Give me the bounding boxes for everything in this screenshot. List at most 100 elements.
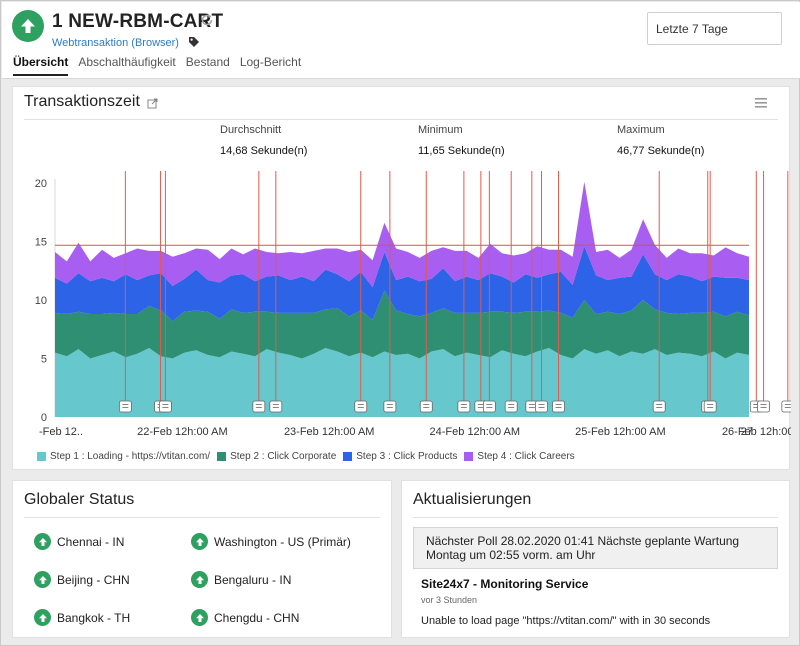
legend-label: Step 1 : Loading - https://vtitan.com/ [50, 451, 211, 462]
x-tick-label: 26-Feb 12h:00 AM [722, 426, 791, 438]
stat-value: 11,65 Sekunde(n) [418, 145, 505, 157]
poll-text: Nächster Poll 28.02.2020 01:41 Nächste g… [426, 534, 740, 548]
legend-item[interactable]: Step 3 : Click Products [343, 451, 457, 462]
x-tick-label: 24-Feb 12h:00 AM [430, 426, 521, 438]
tab-bar: Übersicht Abschalthäufigkeit Bestand Log… [13, 55, 311, 76]
location-name: Beijing - CHN [57, 572, 130, 587]
chart-legend: Step 1 : Loading - https://vtitan.com/ S… [37, 451, 582, 462]
legend-label: Step 2 : Click Corporate [230, 451, 337, 462]
refresh-icon[interactable] [200, 13, 214, 32]
arrow-up-icon [191, 609, 208, 626]
monitor-header: 1 NEW-RBM-CART Webtransaktion (Browser) … [2, 2, 800, 79]
series-area-4 [55, 181, 749, 288]
comment-icon [354, 400, 368, 413]
x-tick-label: 23-Feb 12h:00 AM [284, 426, 375, 438]
y-tick-label: 0 [41, 412, 47, 424]
legend-label: Step 3 : Click Products [356, 451, 458, 462]
location-status[interactable]: Washington - US (Primär) [191, 533, 351, 550]
stat-label: Maximum [617, 124, 665, 136]
location-name: Bengaluru - IN [214, 572, 292, 587]
transaction-time-card: Transaktionszeit Durchschnitt 14,68 Seku… [12, 86, 791, 470]
hamburger-menu-icon[interactable] [755, 95, 767, 113]
comment-icon [781, 400, 791, 413]
service-timestamp: vor 3 Stunden [421, 595, 478, 605]
location-status[interactable]: Chennai - IN [34, 533, 124, 550]
series-area-1 [55, 348, 749, 417]
monitor-type-link[interactable]: Webtransaktion (Browser) [52, 37, 179, 49]
location-status[interactable]: Bangkok - TH [34, 609, 130, 626]
comment-icon [269, 400, 283, 413]
card-title: Aktualisierungen [413, 491, 532, 508]
card-title: Globaler Status [24, 491, 135, 508]
stat-minimum: Minimum 11,65 Sekunde(n) [418, 124, 505, 157]
x-tick-label: 27 [741, 426, 753, 438]
comment-icon [457, 400, 471, 413]
legend-item[interactable]: Step 4 : Click Careers [464, 451, 575, 462]
divider [24, 119, 778, 120]
location-status[interactable]: Chengdu - CHN [191, 609, 299, 626]
status-up-indicator [12, 10, 44, 42]
comment-icon [757, 400, 770, 413]
arrow-up-icon [34, 571, 51, 588]
stat-maximum: Maximum 46,77 Sekunde(n) [617, 124, 704, 157]
updates-card: Aktualisierungen Nächster Poll 28.02.202… [401, 480, 790, 638]
y-tick-label: 20 [35, 178, 47, 190]
divider [24, 517, 380, 518]
series-area-3 [55, 246, 749, 322]
legend-swatch [464, 452, 474, 461]
comment-icon [552, 400, 565, 413]
stat-value: 46,77 Sekunde(n) [617, 145, 705, 157]
comment-icon [159, 400, 172, 413]
x-tick-label: 22-Feb 12h:00 AM [137, 426, 228, 438]
tab-inventory[interactable]: Bestand [185, 55, 230, 69]
monitor-title: 1 NEW-RBM-CART [52, 11, 224, 32]
arrow-up-icon [34, 609, 51, 626]
comment-icon [482, 400, 496, 413]
date-range-select[interactable]: Letzte 7 Tage [647, 12, 782, 45]
location-name: Chengdu - CHN [214, 610, 300, 625]
legend-item[interactable]: Step 2 : Click Corporate [217, 451, 336, 462]
tab-log-report[interactable]: Log-Bericht [239, 55, 302, 69]
transaction-time-chart: 0 5 10 15 20 -Feb 12.. 22-Feb 12h:00 AM 23-Feb … [35, 171, 791, 438]
tab-outage-frequency[interactable]: Abschalthäufigkeit [78, 55, 176, 69]
legend-swatch [343, 452, 353, 461]
comment-icon [504, 400, 518, 413]
x-tick-label: 25-Feb 12h:00 AM [575, 426, 666, 438]
location-name: Chennai - IN [57, 534, 125, 549]
location-status[interactable]: Beijing - CHN [34, 571, 130, 588]
y-tick-label: 10 [35, 295, 47, 307]
location-status[interactable]: Bengaluru - IN [191, 571, 291, 588]
comment-icon [252, 400, 266, 413]
divider [413, 517, 778, 518]
comment-icon [652, 400, 666, 413]
legend-label: Step 4 : Click Careers [477, 451, 575, 462]
y-tick-label: 5 [41, 354, 47, 366]
legend-swatch [217, 452, 227, 461]
legend-swatch [37, 452, 46, 461]
global-status-card: Globaler Status Chennai - IN Washington … [12, 480, 392, 638]
arrow-up-icon [191, 571, 208, 588]
stat-label: Minimum [418, 124, 463, 136]
stat-value: 14,68 Sekunde(n) [220, 145, 308, 157]
stat-average: Durchschnitt 14,68 Sekunde(n) [220, 124, 307, 157]
comment-icon [419, 400, 433, 413]
location-name: Bangkok - TH [57, 610, 131, 625]
tab-overview[interactable]: Übersicht [13, 55, 69, 76]
series-area-2 [55, 290, 749, 359]
service-name: Site24x7 - Monitoring Service [421, 577, 589, 591]
maintenance-text: Montag um 02:55 vorm. am Uhr [426, 548, 596, 562]
service-message: Unable to load page "https://vtitan.com/… [421, 615, 711, 627]
arrow-up-icon [21, 19, 35, 33]
arrow-up-icon [34, 533, 51, 550]
external-link-icon[interactable] [147, 96, 158, 114]
legend-item[interactable]: Step 1 : Loading - https://vtitan.com/ [37, 451, 210, 462]
arrow-up-icon [191, 533, 208, 550]
tag-icon[interactable] [188, 35, 200, 53]
location-name: Washington - US (Primär) [214, 534, 351, 549]
comment-icon [535, 400, 548, 413]
comment-icon [383, 400, 397, 413]
comment-icon [703, 400, 717, 413]
stat-label: Durchschnitt [220, 124, 282, 136]
comment-icon [118, 400, 132, 413]
